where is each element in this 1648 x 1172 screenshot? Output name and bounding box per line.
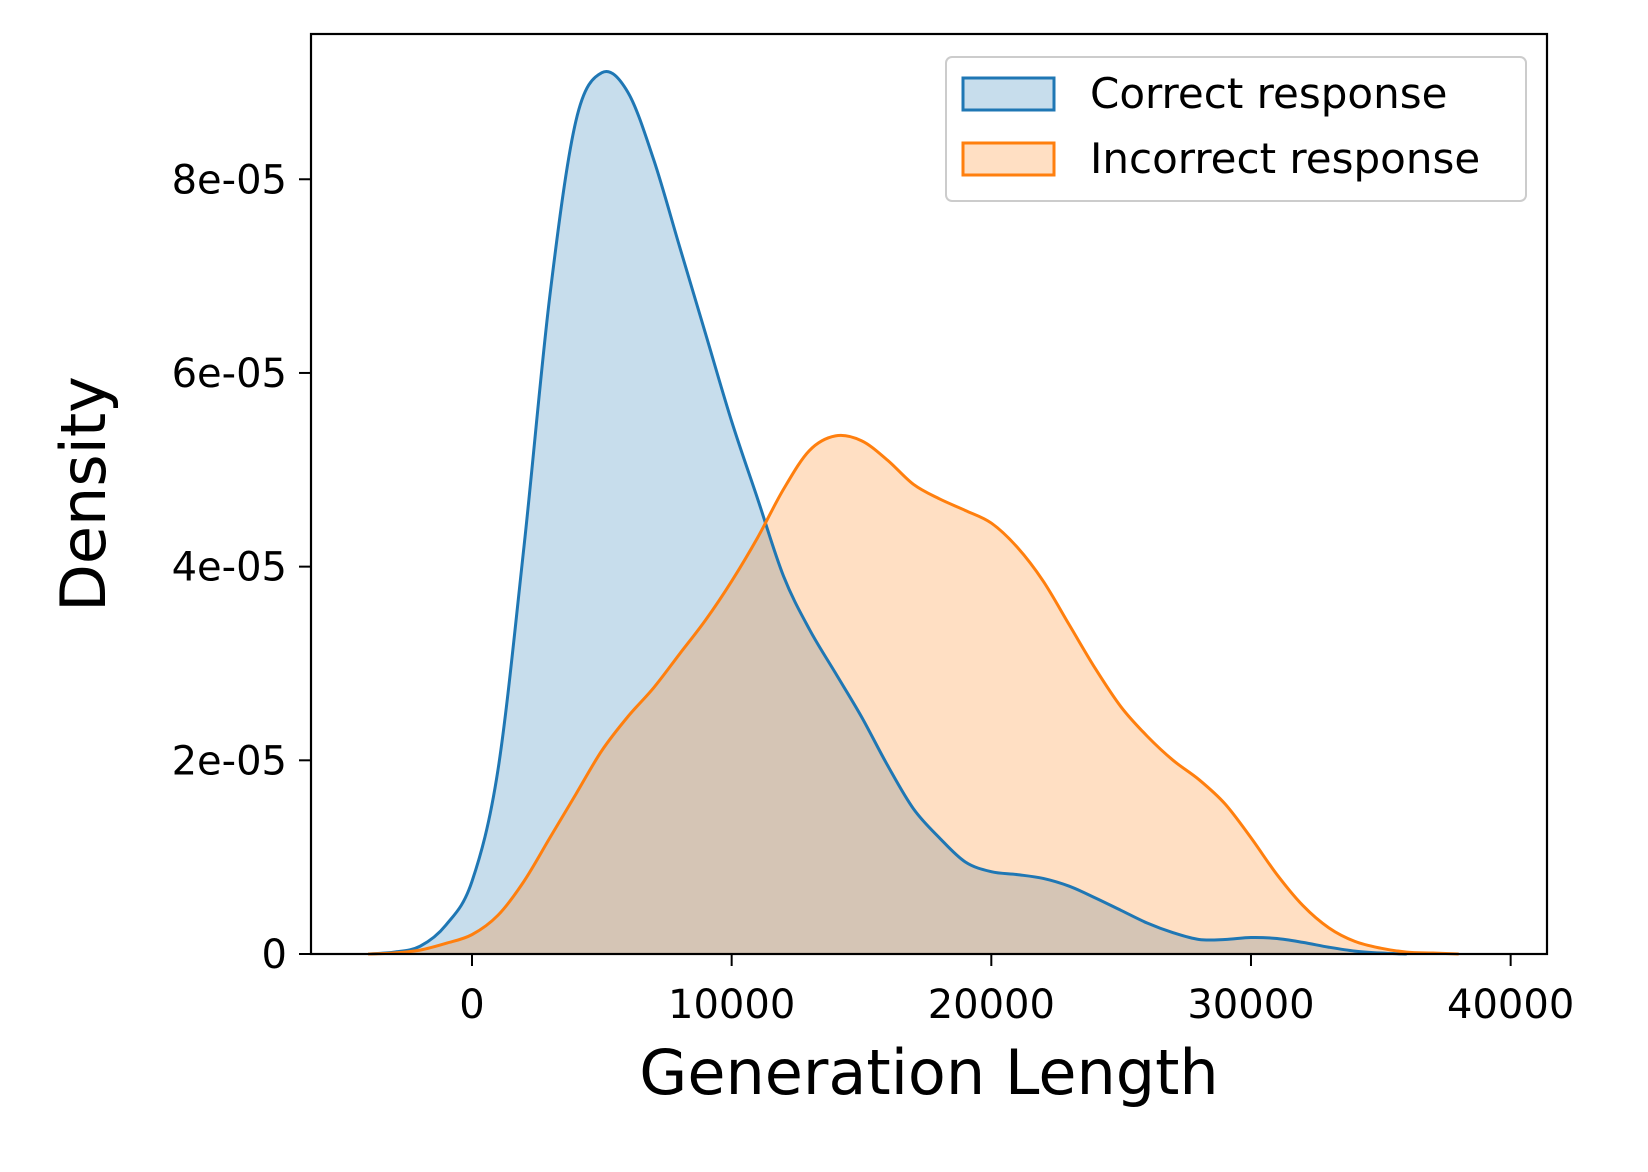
- y-axis: 0 2e-05 4e-05 6e-05 8e-05: [172, 157, 311, 978]
- density-line-correct: [368, 70, 1407, 956]
- x-tick-label: 0: [459, 982, 484, 1028]
- legend-label-incorrect: Incorrect response: [1090, 134, 1480, 183]
- legend-swatch-incorrect: [961, 141, 1056, 177]
- density-area-incorrect: [368, 435, 1459, 954]
- x-axis: 0 10000 20000 30000 40000: [459, 954, 1574, 1028]
- legend-box: [945, 56, 1527, 202]
- legend-label-correct: Correct response: [1090, 69, 1447, 118]
- legend: Correct response Incorrect response: [945, 56, 1527, 202]
- x-tick-label: 20000: [928, 982, 1055, 1028]
- y-tick-label: 8e-05: [172, 157, 287, 203]
- x-tick-label: 10000: [668, 982, 795, 1028]
- plot-frame: [309, 32, 1549, 956]
- series-layer: [368, 70, 1459, 956]
- y-axis-title: Density: [47, 376, 120, 612]
- y-tick-label: 4e-05: [172, 545, 287, 591]
- legend-swatch-correct: [961, 76, 1056, 112]
- y-tick-label: 2e-05: [172, 738, 287, 784]
- x-tick-label: 30000: [1187, 982, 1314, 1028]
- density-area-correct: [368, 71, 1407, 955]
- x-axis-title: Generation Length: [639, 1036, 1218, 1109]
- y-tick-label: 6e-05: [172, 351, 287, 397]
- density-line-incorrect: [368, 433, 1459, 956]
- y-tick-label: 0: [262, 932, 287, 978]
- x-tick-label: 40000: [1447, 982, 1574, 1028]
